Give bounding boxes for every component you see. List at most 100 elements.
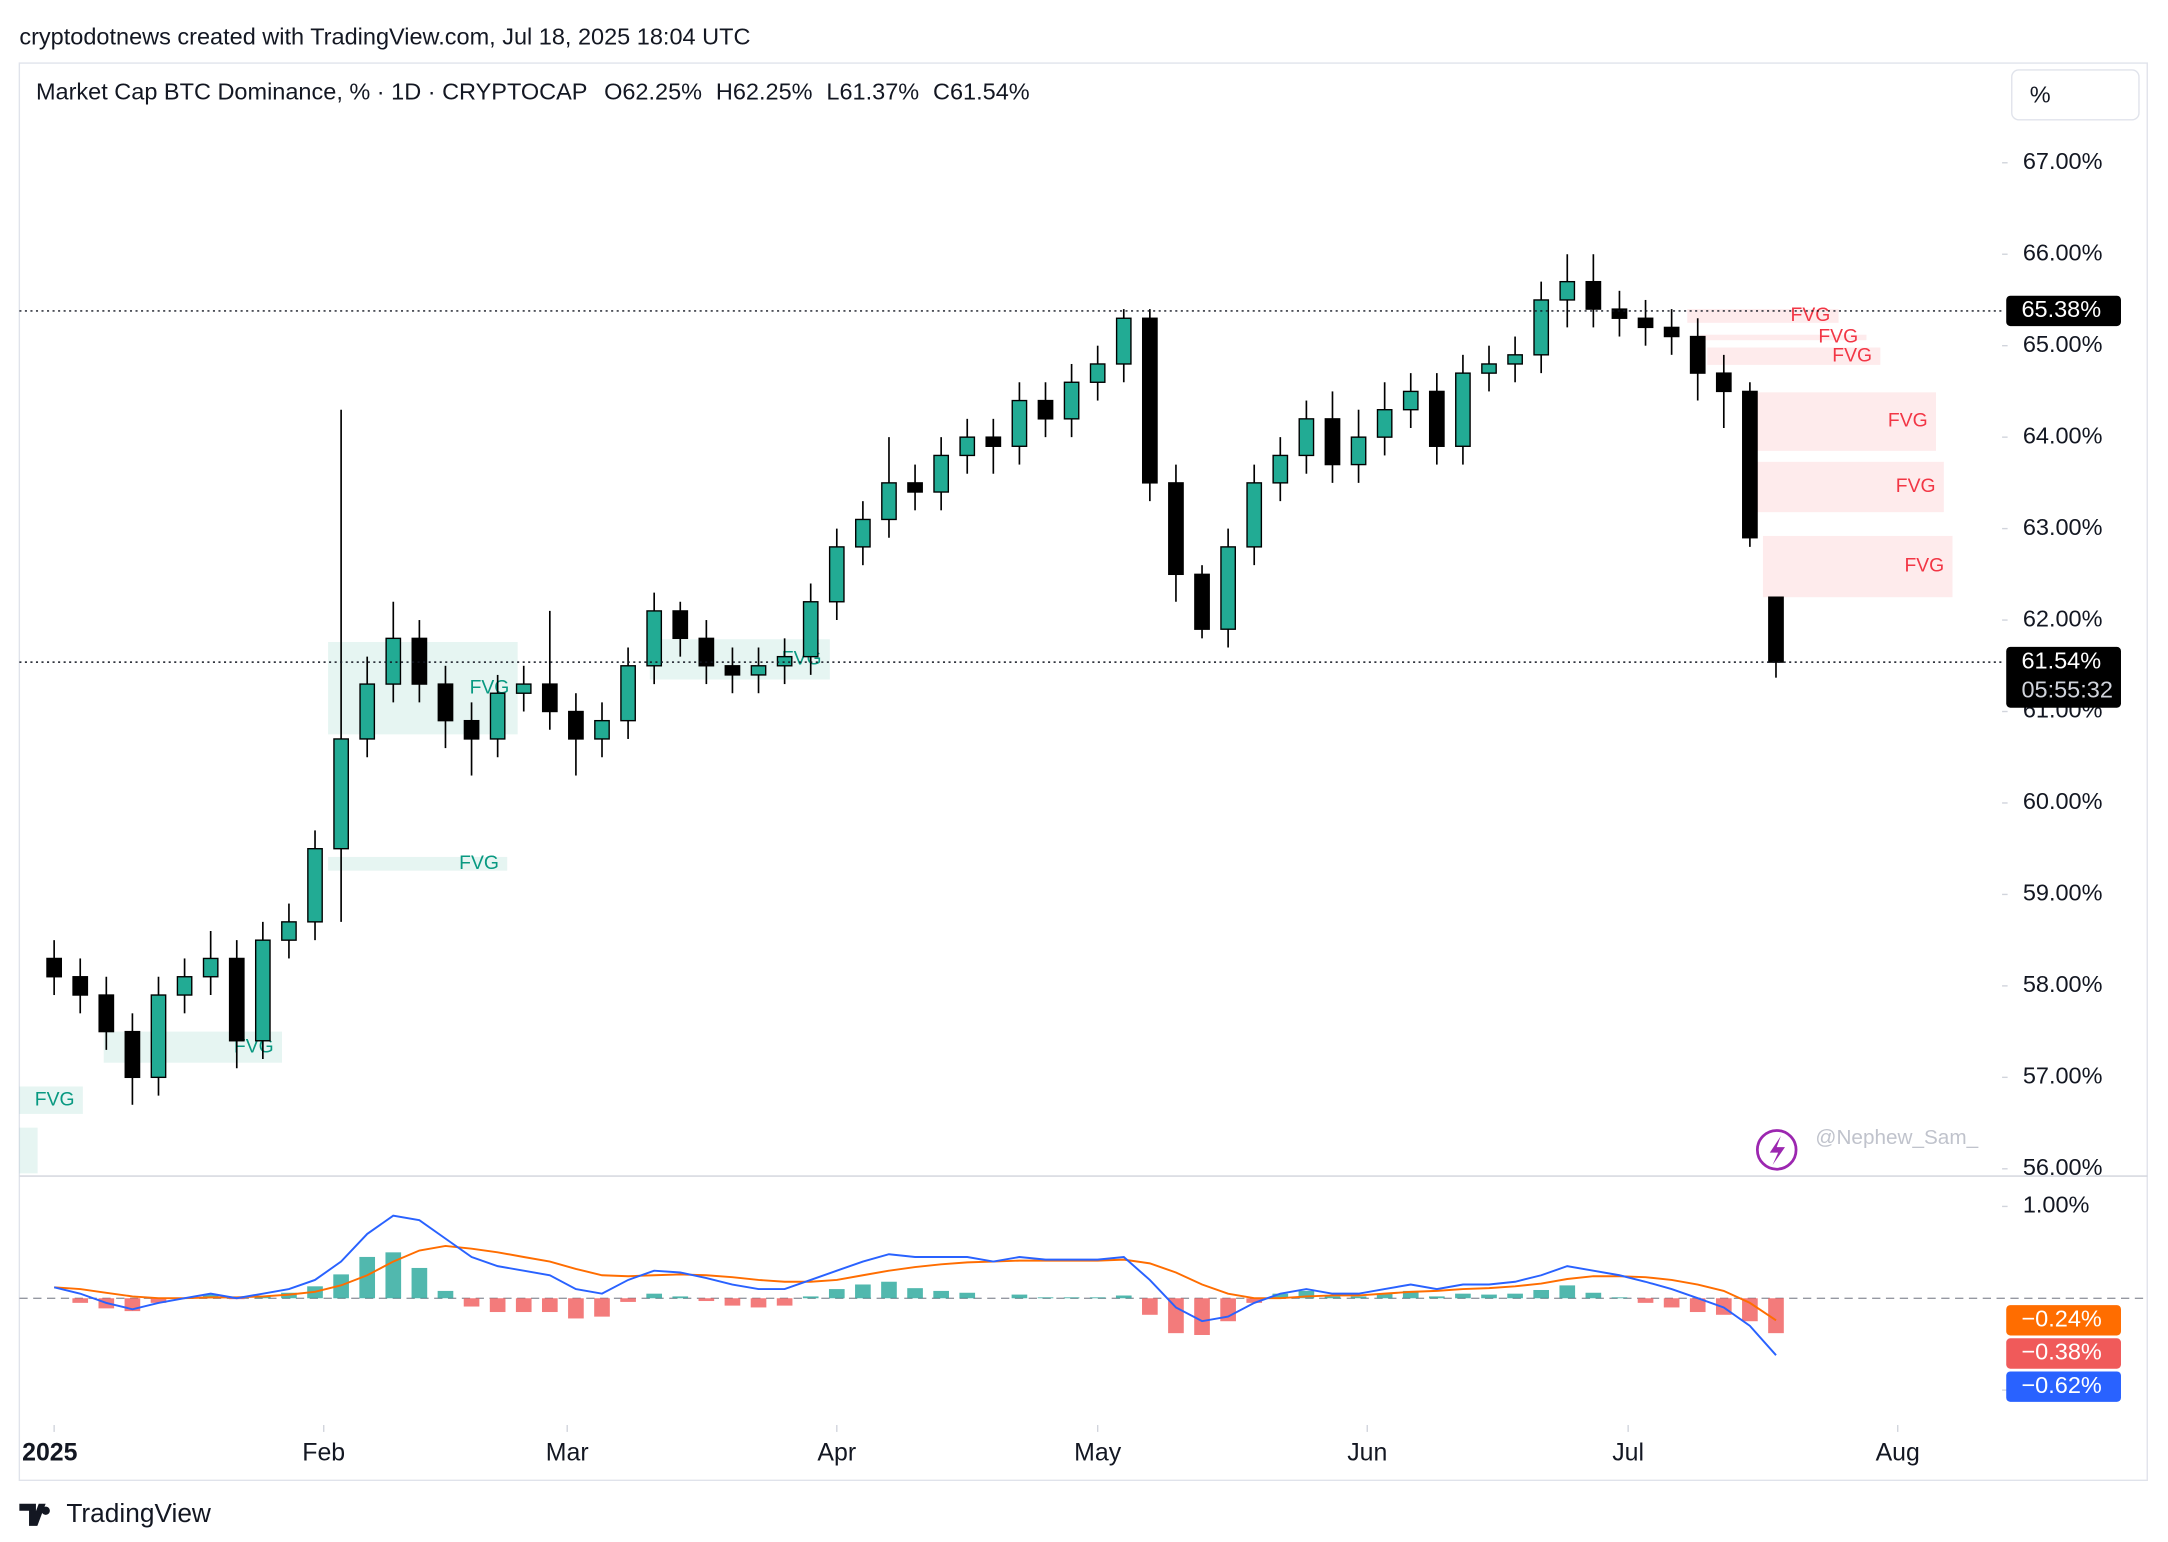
histogram-bar: [1037, 1297, 1054, 1299]
histogram-bar: [828, 1289, 845, 1299]
candle-body: [541, 683, 558, 713]
candle-body: [515, 683, 532, 694]
histogram-bar: [724, 1298, 741, 1306]
candle-body: [437, 683, 454, 722]
candle-body: [72, 976, 89, 996]
histogram-bar: [620, 1298, 636, 1302]
ohlc-value: L61.37%: [826, 79, 919, 105]
candle-body: [1768, 596, 1784, 663]
histogram-bar: [1611, 1297, 1628, 1299]
candle-body: [281, 921, 297, 941]
candle-body: [359, 683, 376, 740]
ohlc-value: H62.25%: [716, 79, 813, 105]
x-tick-label: Jul: [1612, 1439, 1644, 1467]
x-tick-label: Feb: [302, 1439, 345, 1467]
footer: TradingView: [66, 1498, 212, 1528]
price-pill-label: 65.38%: [2021, 296, 2101, 322]
histogram-bar: [1481, 1294, 1497, 1299]
scale-button[interactable]: [2011, 69, 2140, 121]
fvg-label: FVG: [35, 1088, 75, 1110]
candle-body: [1089, 363, 1106, 383]
candle-body: [228, 957, 245, 1042]
histogram-bar: [1063, 1297, 1080, 1299]
candle-body: [202, 957, 219, 978]
candle-body: [1689, 335, 1706, 374]
candle-body: [98, 994, 115, 1033]
candle-body: [333, 738, 349, 850]
candle-body: [1376, 409, 1393, 438]
y-tick-label: 58.00%: [2023, 971, 2103, 997]
histogram-bar: [1585, 1292, 1602, 1299]
candle-body: [1742, 390, 1758, 539]
candle-body: [672, 610, 689, 640]
candle-body: [776, 655, 793, 667]
candle-body: [907, 482, 923, 493]
series-title: Market Cap BTC Dominance, % · 1D · CRYPT…: [36, 79, 588, 105]
value-pill-label: −0.62%: [2021, 1372, 2101, 1398]
histogram-bar: [959, 1292, 976, 1299]
histogram-bar: [411, 1267, 428, 1299]
histogram-bar: [1194, 1298, 1210, 1335]
histogram-bar: [1689, 1298, 1706, 1313]
candle-body: [411, 637, 428, 685]
fvg-box: [1755, 461, 1944, 513]
histogram-bar: [72, 1298, 89, 1303]
macd-line: [53, 1214, 1777, 1356]
histogram-bar: [1507, 1293, 1523, 1299]
candle-body: [1533, 299, 1550, 356]
footer-logo: [19, 1503, 50, 1526]
candle-body: [985, 436, 1002, 447]
value-pill: [2006, 1338, 2121, 1369]
candle-body: [489, 692, 506, 740]
histogram-bar: [541, 1298, 558, 1313]
x-tick-label: Jun: [1347, 1439, 1387, 1467]
candle-body: [620, 665, 636, 722]
candle-body: [855, 518, 871, 548]
candle-body: [959, 436, 976, 457]
scale-button-label[interactable]: %: [2030, 81, 2051, 107]
histogram-bar: [698, 1298, 715, 1302]
candle-body: [1168, 482, 1184, 576]
histogram-bar: [489, 1298, 506, 1313]
histogram-bar: [1142, 1298, 1158, 1315]
histogram-bar: [568, 1298, 584, 1319]
watermark: @Nephew_Sam_: [1815, 1126, 1978, 1149]
candle-body: [1350, 436, 1367, 466]
y-tick-label: 64.00%: [2023, 422, 2103, 448]
candle-body: [176, 976, 193, 996]
watermark-bolt: [1769, 1136, 1786, 1166]
candle-body: [385, 637, 402, 685]
histogram-bar: [776, 1298, 793, 1306]
histogram-bar: [1402, 1290, 1419, 1299]
candle-body: [1324, 418, 1341, 466]
histogram-bar: [750, 1298, 767, 1308]
ohlc-value: C61.54%: [933, 79, 1030, 105]
histogram-bar: [1768, 1298, 1784, 1334]
histogram-bar: [1663, 1298, 1680, 1308]
candle-body: [254, 939, 271, 1042]
fvg-box: [19, 1086, 83, 1114]
y-tick-label: 57.00%: [2023, 1063, 2103, 1089]
candle-body: [124, 1030, 141, 1079]
candle-body: [1637, 317, 1654, 329]
y-tick-label: 66.00%: [2023, 239, 2103, 265]
histogram-bar: [1246, 1298, 1263, 1303]
candle-body: [1246, 482, 1263, 548]
candle-body: [933, 454, 950, 493]
candle-body: [828, 546, 845, 603]
histogram-bar: [1429, 1296, 1445, 1299]
fvg-box: [19, 1127, 38, 1174]
attribution: cryptodotnews created with TradingView.c…: [19, 23, 750, 49]
ohlc-value: O62.25%: [604, 79, 702, 105]
y-tick-label: 59.00%: [2023, 880, 2103, 906]
histogram-bar: [1533, 1289, 1550, 1299]
histogram-bar: [1455, 1293, 1471, 1299]
fvg-label: FVG: [1832, 344, 1872, 366]
marks: 56.00%57.00%58.00%59.00%60.00%61.00%62.0…: [19, 148, 2148, 1467]
fvg-label: FVG: [1904, 555, 1944, 577]
histogram-bar: [1089, 1297, 1106, 1299]
value-pill-label: −0.38%: [2021, 1339, 2101, 1365]
value-pill: [2006, 1305, 2121, 1336]
